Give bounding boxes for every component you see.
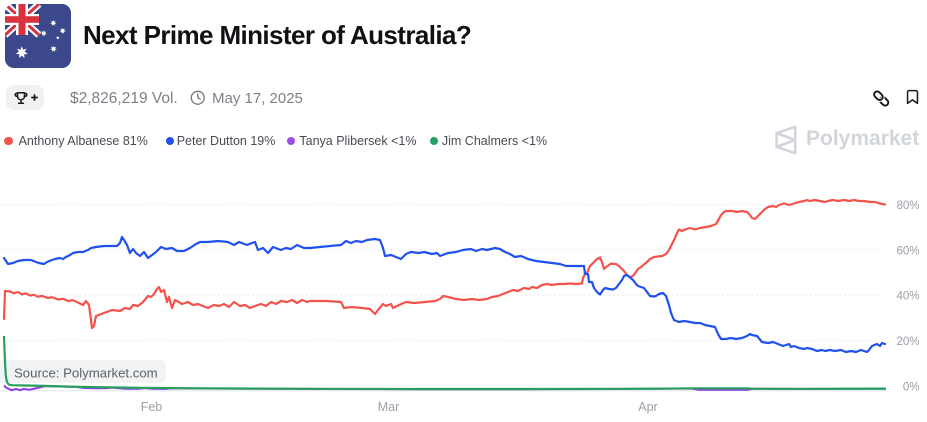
svg-text:Apr: Apr — [638, 400, 657, 414]
svg-text:20%: 20% — [896, 336, 919, 348]
svg-text:Mar: Mar — [378, 400, 400, 414]
svg-text:Feb: Feb — [141, 400, 163, 414]
svg-text:80%: 80% — [896, 200, 919, 212]
svg-text:40%: 40% — [896, 291, 919, 303]
svg-text:60%: 60% — [896, 245, 919, 257]
svg-text:0%: 0% — [903, 381, 920, 393]
svg-text:Source: Polymarket.com: Source: Polymarket.com — [14, 366, 158, 381]
